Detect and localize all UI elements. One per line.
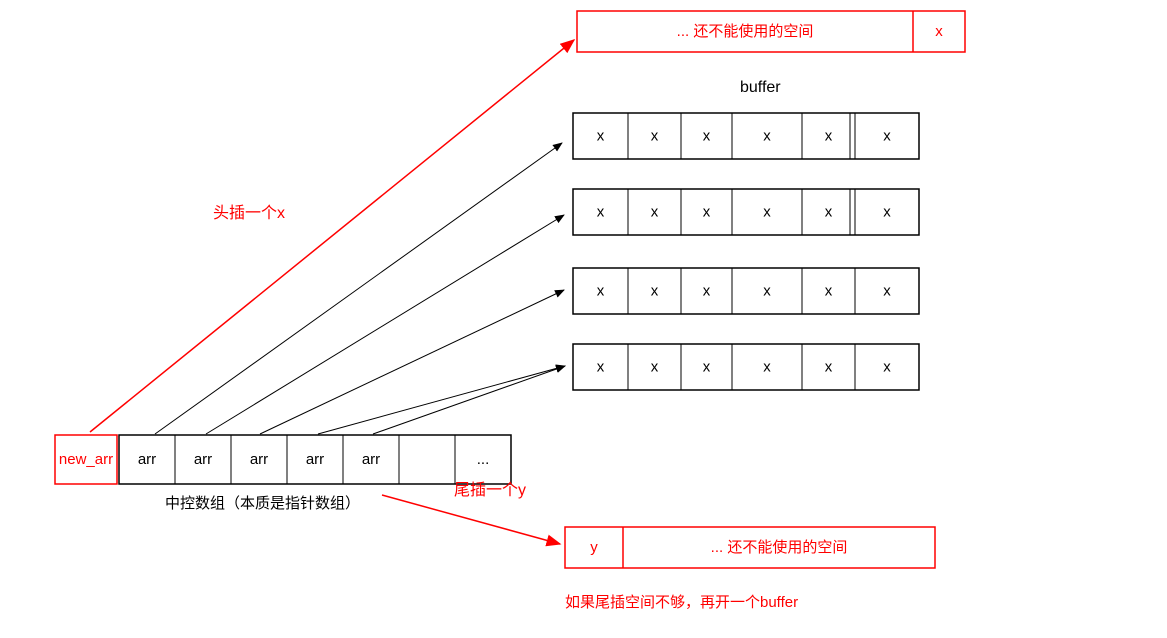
- buffer-cell: x: [763, 283, 771, 300]
- insert-arrow: [382, 495, 560, 544]
- pointer-arrow: [206, 215, 564, 434]
- new-arr-text: new_arr: [59, 451, 113, 468]
- buffer-cell: x: [763, 359, 771, 376]
- bottom-note: 如果尾插空间不够，再开一个buffer: [565, 594, 798, 611]
- pointer-arrow: [260, 290, 564, 434]
- control-array-caption: 中控数组（本质是指针数组）: [165, 495, 360, 512]
- buffer-row: [573, 113, 919, 159]
- buffer-row: [573, 268, 919, 314]
- control-array-cell: ...: [477, 451, 490, 468]
- buffer-cell: x: [651, 128, 659, 145]
- buffer-row: [573, 344, 919, 390]
- buffer-cell: x: [825, 283, 833, 300]
- insert-arrow: [90, 40, 574, 432]
- control-array-cell: arr: [194, 451, 212, 468]
- buffer-cell: x: [597, 283, 605, 300]
- buffer-cell: x: [883, 128, 891, 145]
- buffer-cell: x: [651, 283, 659, 300]
- buffer-cell: x: [597, 359, 605, 376]
- buffer-cell: x: [763, 204, 771, 221]
- tail-buffer-right-text: ... 还不能使用的空间: [711, 539, 848, 556]
- buffer-row: [573, 189, 919, 235]
- control-array-cell: arr: [306, 451, 324, 468]
- buffer-cell: x: [703, 283, 711, 300]
- buffer-cell: x: [651, 204, 659, 221]
- pointer-arrow: [373, 366, 565, 434]
- buffer-cell: x: [597, 204, 605, 221]
- tail-insert-label: 尾插一个y: [454, 481, 526, 499]
- buffer-cell: x: [703, 204, 711, 221]
- buffer-cell: x: [825, 359, 833, 376]
- buffer-cell: x: [703, 128, 711, 145]
- buffer-cell: x: [825, 128, 833, 145]
- buffer-cell: x: [883, 204, 891, 221]
- buffer-cell: x: [883, 359, 891, 376]
- buffer-cell: x: [703, 359, 711, 376]
- head-insert-label: 头插一个x: [213, 204, 285, 222]
- buffer-cell: x: [763, 128, 771, 145]
- buffer-label: buffer: [740, 79, 781, 96]
- buffer-cell: x: [825, 204, 833, 221]
- control-array-cell: arr: [138, 451, 156, 468]
- pointer-arrow: [318, 366, 565, 434]
- head-buffer-left-text: ... 还不能使用的空间: [677, 23, 814, 40]
- control-array-cell: arr: [362, 451, 380, 468]
- head-buffer-right-text: x: [935, 23, 943, 40]
- buffer-cell: x: [651, 359, 659, 376]
- tail-buffer-left-text: y: [590, 539, 598, 556]
- pointer-arrow: [155, 143, 562, 434]
- buffer-cell: x: [883, 283, 891, 300]
- buffer-cell: x: [597, 128, 605, 145]
- control-array-cell: arr: [250, 451, 268, 468]
